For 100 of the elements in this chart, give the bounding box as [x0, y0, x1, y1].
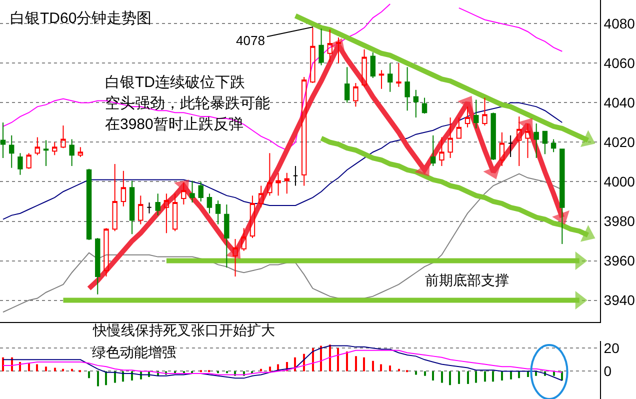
- annotation: 前期底部支撑: [425, 272, 509, 288]
- text: 快慢线保持死叉张口开始扩大: [92, 322, 275, 338]
- candlestick: [310, 27, 316, 84]
- candlestick: [250, 195, 256, 239]
- bar: [449, 371, 451, 386]
- candlestick: [181, 182, 186, 205]
- candlestick: [276, 172, 281, 196]
- point: [518, 118, 533, 134]
- bar: [432, 371, 434, 380]
- point: [458, 96, 474, 111]
- candlestick: [284, 172, 290, 194]
- candlestick: [422, 97, 428, 114]
- y-tick-label: 4040: [604, 94, 636, 111]
- candlestick: [474, 99, 479, 129]
- candlestick: [550, 138, 556, 153]
- bar: [269, 366, 271, 372]
- candlestick: [241, 228, 246, 252]
- candlestick: [370, 52, 376, 79]
- candlestick: [353, 82, 358, 108]
- candlestick: [198, 181, 204, 202]
- y-tick-label: 20: [604, 340, 620, 356]
- candlestick: [378, 70, 384, 90]
- bar: [105, 371, 107, 386]
- bar: [441, 371, 443, 383]
- candlestick: [146, 202, 152, 214]
- candlestick: [9, 134, 14, 168]
- candlestick: [43, 140, 49, 166]
- candlestick: [327, 29, 332, 63]
- candlestick: [120, 170, 126, 207]
- y-tick-label: 0: [604, 363, 612, 380]
- candlestick: [155, 193, 160, 216]
- line-series: [2, 345, 563, 381]
- candlestick: [448, 117, 453, 159]
- bar: [363, 357, 365, 372]
- candlestick: [499, 132, 505, 166]
- point: [552, 210, 570, 225]
- annotation: 绿色动能增强: [92, 344, 176, 360]
- candlestick: [69, 138, 74, 166]
- bar: [518, 371, 520, 378]
- candlestick: [18, 152, 23, 176]
- candlestick: [164, 193, 170, 234]
- bar: [501, 371, 503, 380]
- candlestick: [388, 62, 393, 92]
- bar: [294, 357, 296, 372]
- bar: [28, 363, 30, 372]
- bar: [114, 371, 116, 383]
- candlestick: [318, 28, 324, 66]
- bar: [415, 371, 417, 375]
- candlestick: [60, 124, 66, 149]
- bar: [380, 364, 382, 372]
- candlestick: [464, 106, 470, 128]
- candlestick: [112, 163, 118, 232]
- candlestick: [534, 122, 539, 159]
- bar: [424, 371, 426, 376]
- bar: [561, 371, 563, 380]
- annotation: 白银TD连续破位下跌: [105, 74, 245, 91]
- bar: [97, 371, 99, 386]
- candlestick: [413, 89, 419, 118]
- candlestick: [525, 122, 530, 159]
- candlestick: [490, 112, 496, 161]
- y-tick-label: 3940: [604, 292, 636, 308]
- candlestick: [508, 134, 514, 158]
- candlestick: [542, 130, 548, 155]
- bar: [122, 371, 124, 382]
- candlestick: [129, 180, 135, 235]
- candlestick: [336, 37, 342, 64]
- candlestick: [292, 165, 298, 186]
- bar: [492, 371, 494, 382]
- bar: [484, 371, 486, 382]
- candlestick: [516, 116, 522, 166]
- candlestick: [344, 66, 350, 104]
- candlestick: [482, 97, 488, 126]
- bar: [45, 366, 47, 372]
- candlestick: [232, 238, 238, 278]
- y-tick-label: 4060: [604, 55, 636, 72]
- bar: [372, 360, 374, 372]
- bar: [527, 371, 529, 378]
- candlestick: [258, 185, 264, 208]
- bar: [88, 371, 90, 378]
- bar: [329, 344, 331, 372]
- y-tick-label: 3960: [604, 252, 636, 269]
- candlestick: [138, 195, 144, 225]
- y-tick-label: 4080: [604, 16, 636, 32]
- candlestick: [0, 122, 6, 159]
- candlestick: [206, 193, 212, 214]
- bar: [2, 357, 4, 372]
- bar: [458, 371, 460, 384]
- candlestick: [78, 146, 84, 158]
- candlestick: [439, 136, 444, 166]
- bar: [320, 346, 322, 372]
- candlestick: [362, 48, 367, 88]
- y-tick-label: 4000: [604, 174, 636, 190]
- candlestick: [456, 117, 462, 139]
- candlestick: [301, 76, 307, 186]
- candlestick: [396, 62, 402, 88]
- annotation: 4078: [236, 33, 265, 48]
- y-tick-label: 4020: [604, 134, 636, 150]
- text: 白银TD60分钟走势图: [10, 10, 152, 27]
- candlestick: [430, 134, 436, 166]
- candlestick: [172, 193, 178, 232]
